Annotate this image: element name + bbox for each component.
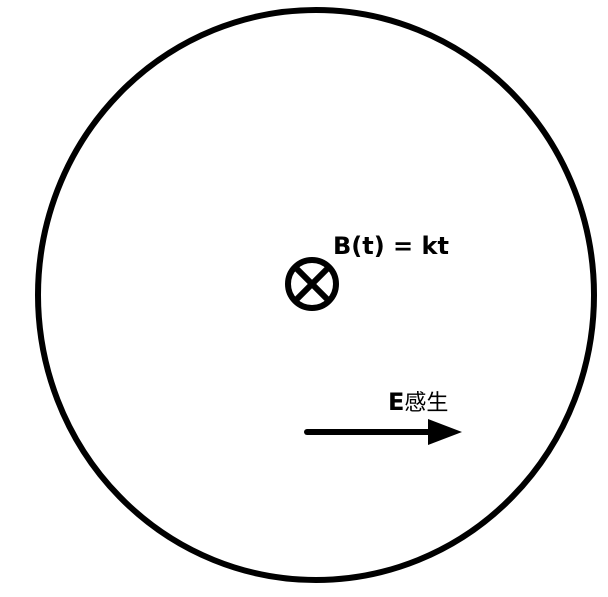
efield-label: E感生 [388, 388, 448, 416]
field-label: B(t) = kt [333, 232, 449, 260]
field-region-circle [35, 7, 597, 583]
into-page-icon [285, 257, 339, 311]
efield-label-prefix: E [388, 388, 404, 416]
efield-label-subscript: 感生 [404, 391, 448, 416]
arrow-right-icon [304, 419, 462, 445]
